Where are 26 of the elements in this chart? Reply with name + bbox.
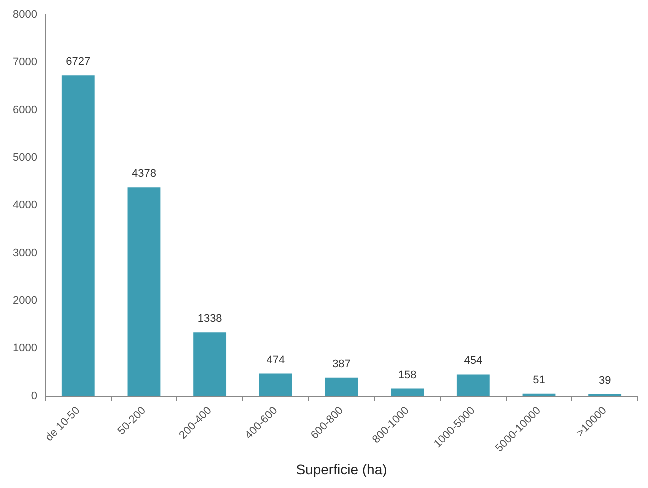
data-label: 4378 (132, 168, 156, 180)
data-label: 454 (464, 355, 483, 368)
y-tick-label: 8000 (12, 9, 38, 22)
data-label: 158 (398, 369, 417, 382)
data-label: 51 (533, 374, 546, 386)
y-tick-label: 0 (31, 390, 38, 402)
y-tick-label: 4000 (12, 200, 38, 212)
bar (325, 378, 358, 396)
bar (128, 188, 161, 396)
bar (194, 332, 227, 396)
data-label: 39 (598, 375, 612, 388)
y-tick-label: 6000 (12, 104, 38, 116)
y-tick-label: 1000 (12, 342, 38, 355)
y-tick-label: 7000 (12, 56, 38, 69)
bar (62, 76, 95, 396)
y-tick-label: 5000 (12, 152, 38, 164)
data-label: 1338 (198, 313, 222, 326)
bar (259, 374, 292, 396)
bar (391, 388, 424, 396)
x-axis-title: Superficie (ha) (296, 461, 388, 478)
bar (456, 374, 490, 396)
data-label: 6727 (66, 56, 91, 68)
y-tick-label: 3000 (12, 247, 38, 260)
data-label: 474 (266, 354, 286, 366)
data-label: 387 (332, 358, 351, 370)
y-tick-label: 2000 (12, 295, 38, 308)
